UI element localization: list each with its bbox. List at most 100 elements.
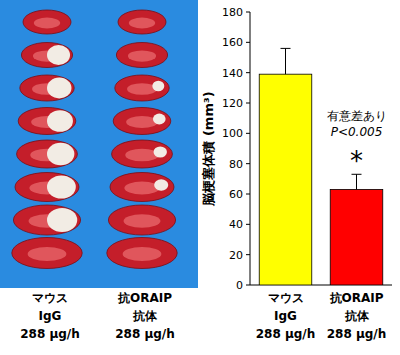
y-tick xyxy=(246,42,250,43)
x-tick-label: マウス IgG 288 μg/h xyxy=(256,291,316,341)
y-tick xyxy=(246,224,250,225)
brain-slice xyxy=(23,10,71,34)
y-tick xyxy=(246,72,250,73)
slice-core xyxy=(125,149,158,162)
y-axis-label: 脳梗塞体積 (mm³) xyxy=(201,91,216,206)
slice-tissue xyxy=(113,108,171,135)
label-line: 288 μg/h xyxy=(115,327,175,341)
label-line: 288 μg/h xyxy=(20,327,80,341)
slice-tissue xyxy=(118,10,166,34)
chart: 0 20 40 60 80 100 120 140 160 180 脳梗塞体積 (mm³) 有意差あり… xyxy=(0,0,400,355)
label-line: 抗ORAIP xyxy=(329,291,384,305)
brain-slice xyxy=(18,108,76,135)
brain-slice xyxy=(20,75,74,101)
brain-slice xyxy=(113,108,171,135)
slice-tissue xyxy=(21,43,72,68)
y-tick-label: 180 xyxy=(222,6,243,19)
y-tick xyxy=(246,103,250,104)
slice-tissue xyxy=(15,173,79,202)
brain-slice xyxy=(112,140,173,168)
y-tick xyxy=(246,12,250,13)
y-axis xyxy=(250,12,251,285)
slice-tissue xyxy=(13,205,80,235)
slice-core xyxy=(128,50,156,61)
slice-tissue xyxy=(107,238,177,269)
bar xyxy=(259,74,312,285)
slice-infarct xyxy=(47,110,73,132)
brain-slice xyxy=(116,43,167,68)
photo-background xyxy=(0,0,198,288)
label-line: マウス xyxy=(32,291,68,305)
label-line: IgG xyxy=(39,309,62,323)
annotation: * xyxy=(350,146,363,176)
brain-slice xyxy=(17,140,78,168)
label-line: IgG xyxy=(274,309,297,323)
y-tick-label: 40 xyxy=(229,218,243,231)
label-line: 抗体 xyxy=(132,309,158,323)
slice-tissue xyxy=(115,75,169,101)
slice-tissue xyxy=(20,75,74,101)
annotation: P<0.005 xyxy=(331,125,383,139)
y-tick-label: 160 xyxy=(222,36,243,49)
slice-core xyxy=(28,247,67,261)
bar xyxy=(330,189,383,285)
slice-tissue xyxy=(112,140,173,168)
photo-label: 抗ORAIP抗体288 μg/h xyxy=(115,291,175,341)
slice-core xyxy=(126,116,158,128)
y-tick-label: 100 xyxy=(222,127,243,140)
brain-slice xyxy=(12,238,82,269)
slice-core xyxy=(129,18,155,29)
slice-tissue xyxy=(18,108,76,135)
error-bar xyxy=(352,174,362,189)
error-bar xyxy=(281,48,291,74)
annotation: 有意差あり xyxy=(327,109,387,123)
root: 0 20 40 60 80 100 120 140 160 180 脳梗塞体積 (mm³) 有意差あり… xyxy=(0,0,400,355)
slice-infarct xyxy=(47,175,76,198)
y-tick-label: 0 xyxy=(236,279,243,292)
slice-tissue xyxy=(12,238,82,269)
slice-tissue xyxy=(23,10,71,34)
slice-tissue xyxy=(17,140,78,168)
photo-label: マウス IgG 288 μg/h xyxy=(20,291,80,341)
slice-core xyxy=(124,214,161,228)
slice-infarct xyxy=(152,81,164,91)
label-line: 288 μg/h xyxy=(256,327,316,341)
slice-core xyxy=(34,18,60,29)
y-tick xyxy=(246,163,250,164)
label-line: マウス xyxy=(268,291,304,305)
slice-core xyxy=(123,247,162,261)
marks xyxy=(259,48,383,285)
x-tick-label: 抗ORAIP 抗体 288 μg/h xyxy=(327,291,387,341)
y-tick-label: 140 xyxy=(222,67,243,80)
y-tick xyxy=(246,285,250,286)
y-tick-label: 80 xyxy=(229,158,243,171)
brain-slice xyxy=(15,173,79,202)
label-line: 抗体 xyxy=(344,309,370,323)
y-tick-label: 60 xyxy=(229,188,243,201)
slice-infarct xyxy=(47,143,74,165)
y-tick xyxy=(246,133,250,134)
y-tick xyxy=(246,254,250,255)
brain-slice xyxy=(21,43,72,68)
y-tick xyxy=(246,194,250,195)
error-stem xyxy=(285,48,286,74)
slice-infarct xyxy=(153,114,166,125)
brain-slice xyxy=(107,238,177,269)
slice-infarct xyxy=(47,208,77,232)
slice-tissue xyxy=(116,43,167,68)
slice-infarct xyxy=(47,78,71,99)
brain-slice xyxy=(13,205,80,235)
slice-infarct xyxy=(154,179,168,191)
brain-slice xyxy=(110,173,174,202)
y-tick-label: 20 xyxy=(229,249,243,262)
label-line: 288 μg/h xyxy=(327,327,387,341)
y-tick-label: 120 xyxy=(222,97,243,110)
brain-slice xyxy=(118,10,166,34)
slice-infarct xyxy=(47,45,70,65)
error-cap xyxy=(281,48,291,49)
brain-slice xyxy=(108,205,175,235)
photo-panel xyxy=(0,0,198,288)
slice-core xyxy=(124,181,159,194)
slice-infarct xyxy=(154,146,167,157)
error-stem xyxy=(356,174,357,189)
